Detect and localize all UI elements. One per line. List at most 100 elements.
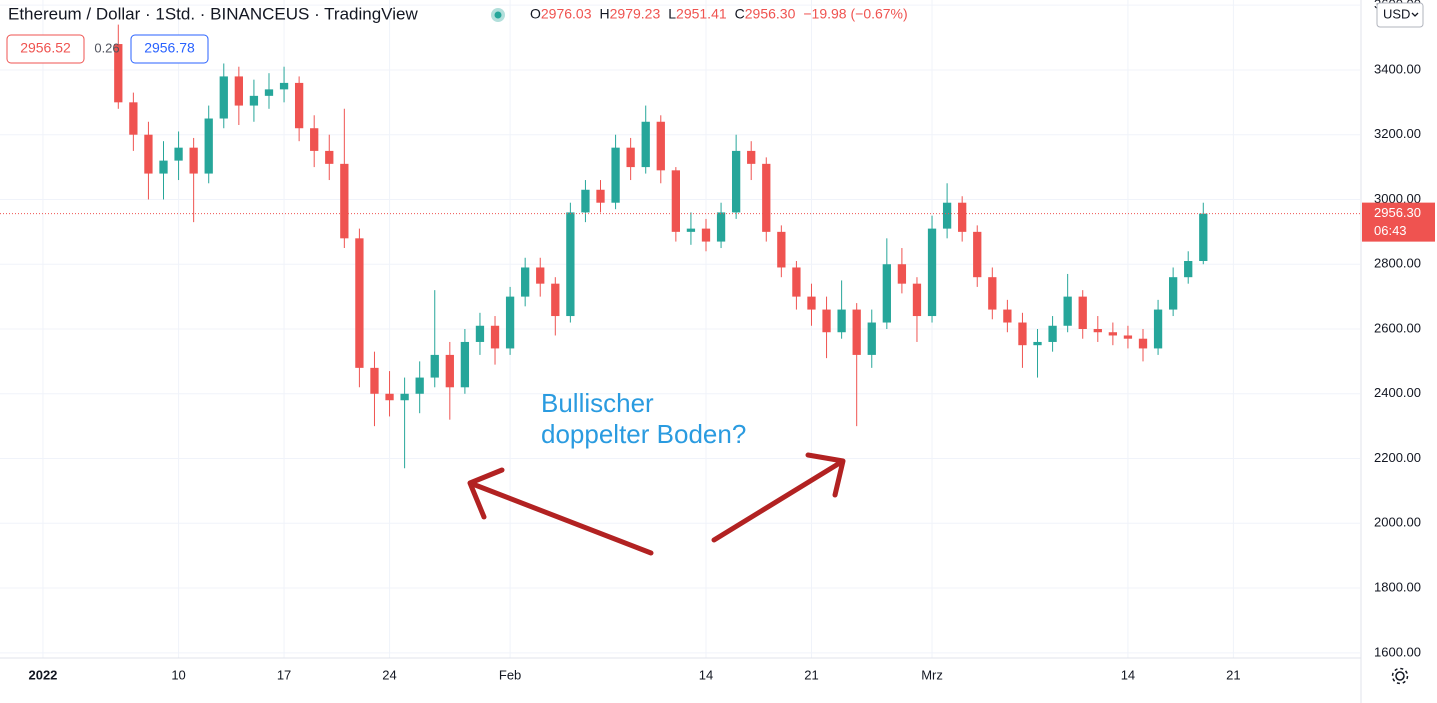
candle-body bbox=[958, 202, 967, 232]
candle-body bbox=[204, 118, 213, 174]
candle-body bbox=[686, 228, 696, 232]
candle-body bbox=[521, 267, 530, 297]
ask: 2956.78 bbox=[144, 40, 195, 56]
candle-body bbox=[114, 44, 123, 103]
candle-body bbox=[611, 147, 620, 203]
candle-body bbox=[490, 325, 500, 349]
candle-body bbox=[792, 267, 801, 297]
candle-body bbox=[279, 82, 289, 90]
arrow-left bbox=[467, 467, 654, 556]
candle-body bbox=[189, 147, 198, 174]
currency-button[interactable] bbox=[1376, 2, 1424, 28]
status-dot-core bbox=[494, 11, 502, 19]
candle-body bbox=[1003, 309, 1012, 323]
candle-body bbox=[1123, 335, 1133, 339]
candle-body bbox=[1048, 325, 1057, 342]
candle-body bbox=[249, 95, 259, 106]
candle-body bbox=[1199, 213, 1208, 261]
candle-body bbox=[837, 309, 846, 333]
candle-body bbox=[536, 267, 545, 284]
x-tick-label: 2022 bbox=[28, 667, 57, 682]
candle-body bbox=[325, 150, 334, 164]
candle-body bbox=[1168, 277, 1178, 310]
candle-body bbox=[415, 377, 424, 394]
candle-body bbox=[551, 283, 560, 317]
annotation: doppelter Boden? bbox=[541, 419, 746, 449]
x-tick-label: Feb bbox=[499, 667, 521, 682]
candle-body bbox=[942, 202, 952, 229]
ohlc-key: L bbox=[668, 6, 676, 22]
y-tick-label: 2600.00 bbox=[1374, 320, 1421, 335]
candle-body bbox=[701, 228, 711, 242]
ohlc-legend: O 2976.03 H 2979.23 L 2951.41 C 2956.30 −19.98 (… bbox=[530, 6, 908, 22]
arrow-right bbox=[711, 452, 846, 543]
candle-body bbox=[777, 231, 786, 268]
ohlc-value: 2976.03 bbox=[541, 6, 592, 22]
spread: 0.26 bbox=[94, 40, 119, 55]
candle-body bbox=[656, 121, 665, 171]
candle-body bbox=[807, 296, 816, 310]
candle-body bbox=[762, 163, 771, 232]
x-tick-label: 10 bbox=[171, 667, 185, 682]
x-tick-label: 14 bbox=[699, 667, 713, 682]
y-tick-label: 1600.00 bbox=[1374, 644, 1421, 659]
candle-body bbox=[264, 89, 274, 96]
candle-body bbox=[566, 212, 575, 317]
candle-body bbox=[822, 309, 831, 333]
candle-body bbox=[174, 147, 183, 161]
settings-icon[interactable] bbox=[1391, 667, 1409, 685]
currency: USD bbox=[1383, 6, 1410, 21]
annotation: Bullischer bbox=[541, 388, 654, 418]
candle-body bbox=[1108, 332, 1118, 336]
candle-body bbox=[852, 309, 861, 355]
candle-body bbox=[400, 393, 409, 401]
change: −19.98 (−0.67%) bbox=[803, 6, 907, 22]
y-tick-label: 1800.00 bbox=[1374, 579, 1421, 594]
x-tick-label: 14 bbox=[1121, 667, 1135, 682]
ohlc-key: C bbox=[735, 6, 745, 22]
candle-body bbox=[988, 277, 997, 310]
candle-body bbox=[1018, 322, 1027, 346]
candle-body bbox=[1033, 341, 1042, 346]
y-tick-label: 2200.00 bbox=[1374, 450, 1421, 465]
x-tick-label: 21 bbox=[1226, 667, 1240, 682]
bid-badge[interactable] bbox=[6, 34, 85, 64]
ohlc-key: O bbox=[530, 6, 541, 22]
candle-body bbox=[897, 264, 907, 284]
x-tick-label: 17 bbox=[277, 667, 291, 682]
y-tick-label: 3000.00 bbox=[1374, 191, 1421, 206]
candle-body bbox=[882, 264, 891, 323]
bid: 2956.52 bbox=[20, 40, 71, 56]
candle-body bbox=[370, 367, 379, 394]
candle-body bbox=[747, 150, 756, 164]
candles bbox=[0, 24, 1360, 469]
candle-body bbox=[129, 102, 138, 135]
candle-body bbox=[445, 354, 454, 388]
x-tick-label: 24 bbox=[382, 667, 396, 682]
ask-badge[interactable] bbox=[130, 34, 209, 64]
symbol-title: Ethereum / Dollar · 1Std. · BINANCEUS · … bbox=[8, 4, 418, 23]
candle-body bbox=[912, 283, 922, 317]
candle-body bbox=[626, 147, 635, 168]
y-tick-label: 2000.00 bbox=[1374, 515, 1421, 530]
axes: 1600.00 1800.00 2000.00 2200.00 2400.00 2600.… bbox=[28, 0, 1435, 682]
candle-body bbox=[234, 76, 243, 106]
candle-body bbox=[1093, 329, 1102, 333]
y-tick-label: 2800.00 bbox=[1374, 256, 1421, 271]
candle-body bbox=[867, 322, 876, 355]
candle-body bbox=[219, 76, 228, 119]
ohlc-value: 2979.23 bbox=[610, 6, 661, 22]
y-tick-label: 3400.00 bbox=[1374, 61, 1421, 76]
last-price-label: 2956.30 bbox=[1374, 205, 1421, 220]
candle-body bbox=[144, 134, 153, 174]
last-price-tag bbox=[1362, 202, 1435, 242]
candle-body bbox=[340, 163, 349, 239]
candle-body bbox=[294, 82, 304, 129]
grid bbox=[0, 0, 1360, 658]
ohlc-key: H bbox=[600, 6, 610, 22]
x-tick-label: Mrz bbox=[921, 667, 943, 682]
candle-body bbox=[1153, 309, 1163, 349]
y-tick-label: 3200.00 bbox=[1374, 126, 1421, 141]
y-tick-label: 2400.00 bbox=[1374, 385, 1421, 400]
